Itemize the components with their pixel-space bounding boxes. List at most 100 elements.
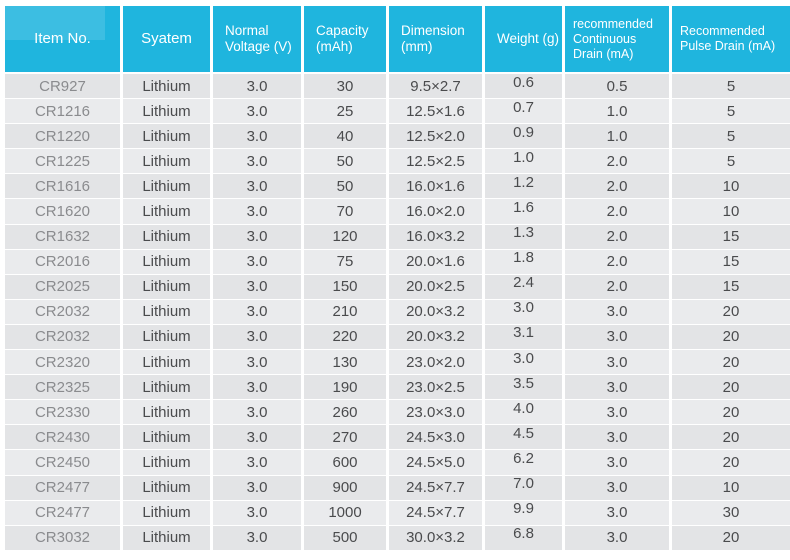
- cell-value: Lithium: [142, 253, 191, 271]
- cell-dimension_mm: 20.0×3.2: [389, 299, 482, 324]
- cell-value: 1.3: [513, 224, 534, 242]
- cell-value: 3.0: [246, 353, 268, 371]
- header-item-no-label: Item No.: [34, 30, 91, 47]
- cell-value: CR927: [39, 77, 86, 95]
- cell-capacity_mah: 70: [304, 199, 386, 224]
- cell-dimension_mm: 12.5×2.5: [389, 149, 482, 174]
- cell-value: 20: [722, 428, 740, 446]
- cell-recommended_pulse_drain_ma: 20: [672, 350, 790, 375]
- cell-system: Lithium: [123, 249, 210, 274]
- cell-capacity_mah: 25: [304, 99, 386, 124]
- cell-dimension_mm: 12.5×1.6: [389, 99, 482, 124]
- cell-item_no: CR2032: [5, 324, 120, 350]
- cell-item_no: CR2032: [5, 299, 120, 324]
- cell-recommended_pulse_drain_ma: 15: [672, 274, 790, 299]
- cell-value: 20.0×1.6: [406, 253, 465, 271]
- table-row: CR1620 Lithium 3.0 70 16.0×2.0 1.6 2.0 10: [5, 199, 790, 224]
- cell-normal_voltage_v: 3.0: [213, 124, 301, 149]
- cell-item_no: CR3032: [5, 525, 120, 550]
- cell-value: 3.1: [513, 324, 534, 342]
- cell-item_no: CR2025: [5, 274, 120, 299]
- cell-value: 3.0: [246, 453, 268, 471]
- cell-value: 2.0: [606, 152, 628, 170]
- cell-value: 3.0: [246, 127, 268, 145]
- cell-dimension_mm: 24.5×7.7: [389, 500, 482, 525]
- cell-value: 3.0: [606, 328, 628, 346]
- cell-recommended_pulse_drain_ma: 20: [672, 525, 790, 550]
- cell-recommended_pulse_drain_ma: 10: [672, 174, 790, 199]
- cell-system: Lithium: [123, 475, 210, 500]
- cell-value: 3.0: [246, 328, 268, 346]
- cell-recommended_continuous_drain_ma: 2.0: [565, 249, 669, 274]
- cell-value: 3.0: [606, 504, 628, 522]
- cell-dimension_mm: 20.0×3.2: [389, 324, 482, 350]
- cell-value: 1.6: [513, 199, 534, 217]
- cell-value: 3.0: [246, 253, 268, 271]
- cell-weight_g: 1.6: [485, 199, 562, 224]
- cell-item_no: CR2016: [5, 249, 120, 274]
- cell-value: 15: [722, 253, 740, 271]
- cell-capacity_mah: 600: [304, 450, 386, 475]
- cell-value: 10: [722, 203, 740, 221]
- cell-value: 3.0: [246, 228, 268, 246]
- cell-value: 3.0: [246, 378, 268, 396]
- cell-value: 20: [722, 403, 740, 421]
- cell-dimension_mm: 24.5×5.0: [389, 450, 482, 475]
- cell-system: Lithium: [123, 525, 210, 550]
- cell-dimension_mm: 24.5×7.7: [389, 475, 482, 500]
- cell-value: CR2477: [34, 504, 91, 522]
- cell-item_no: CR2450: [5, 450, 120, 475]
- cell-value: 4.0: [513, 399, 534, 417]
- cell-weight_g: 1.3: [485, 224, 562, 249]
- cell-value: 20: [722, 529, 740, 547]
- cell-recommended_continuous_drain_ma: 3.0: [565, 299, 669, 324]
- cell-value: CR2320: [34, 353, 91, 371]
- cell-value: CR1632: [34, 228, 91, 246]
- cell-value: 5: [726, 102, 736, 120]
- cell-value: CR1220: [34, 127, 91, 145]
- cell-value: 20: [722, 378, 740, 396]
- cell-weight_g: 4.0: [485, 399, 562, 425]
- cell-system: Lithium: [123, 375, 210, 400]
- cell-value: 16.0×3.2: [406, 228, 465, 246]
- cell-capacity_mah: 1000: [304, 500, 386, 525]
- cell-recommended_continuous_drain_ma: 3.0: [565, 350, 669, 375]
- cell-value: 3.0: [246, 428, 268, 446]
- cell-value: 20: [722, 328, 740, 346]
- cell-weight_g: 6.2: [485, 450, 562, 475]
- cell-normal_voltage_v: 3.0: [213, 99, 301, 124]
- header-capacity-label: Capacity (mAh): [316, 23, 369, 54]
- cell-value: 270: [332, 428, 358, 446]
- cell-system: Lithium: [123, 425, 210, 450]
- cell-value: Lithium: [142, 177, 191, 195]
- cell-value: 260: [332, 403, 358, 421]
- cell-item_no: CR1220: [5, 124, 120, 149]
- cell-value: 1.0: [606, 127, 628, 145]
- cell-value: CR2430: [34, 428, 91, 446]
- cell-recommended_pulse_drain_ma: 10: [672, 199, 790, 224]
- cell-value: CR1616: [34, 177, 91, 195]
- cell-recommended_continuous_drain_ma: 0.5: [565, 74, 669, 99]
- cell-value: 5: [726, 127, 736, 145]
- table-row: CR2450 Lithium 3.0 600 24.5×5.0 6.2 3.0 20: [5, 450, 790, 475]
- cell-value: 150: [332, 278, 358, 296]
- cell-capacity_mah: 270: [304, 425, 386, 450]
- table-row: CR1225 Lithium 3.0 50 12.5×2.5 1.0 2.0 5: [5, 149, 790, 174]
- cell-value: 70: [336, 203, 354, 221]
- table-row: CR1616 Lithium 3.0 50 16.0×1.6 1.2 2.0 10: [5, 174, 790, 199]
- cell-capacity_mah: 260: [304, 400, 386, 425]
- cell-value: CR1216: [34, 102, 91, 120]
- cell-item_no: CR2330: [5, 400, 120, 425]
- cell-value: 9.5×2.7: [410, 77, 461, 95]
- cell-value: 23.0×3.0: [406, 403, 465, 421]
- cell-value: Lithium: [142, 479, 191, 497]
- cell-value: 1000: [328, 504, 362, 522]
- cell-value: Lithium: [142, 152, 191, 170]
- cell-value: 16.0×2.0: [406, 203, 465, 221]
- header-recommended-pulse-drain-label: Recommended Pulse Drain (mA): [680, 24, 776, 53]
- cell-dimension_mm: 16.0×2.0: [389, 199, 482, 224]
- cell-normal_voltage_v: 3.0: [213, 525, 301, 550]
- cell-normal_voltage_v: 3.0: [213, 350, 301, 375]
- cell-capacity_mah: 190: [304, 375, 386, 400]
- cell-normal_voltage_v: 3.0: [213, 274, 301, 299]
